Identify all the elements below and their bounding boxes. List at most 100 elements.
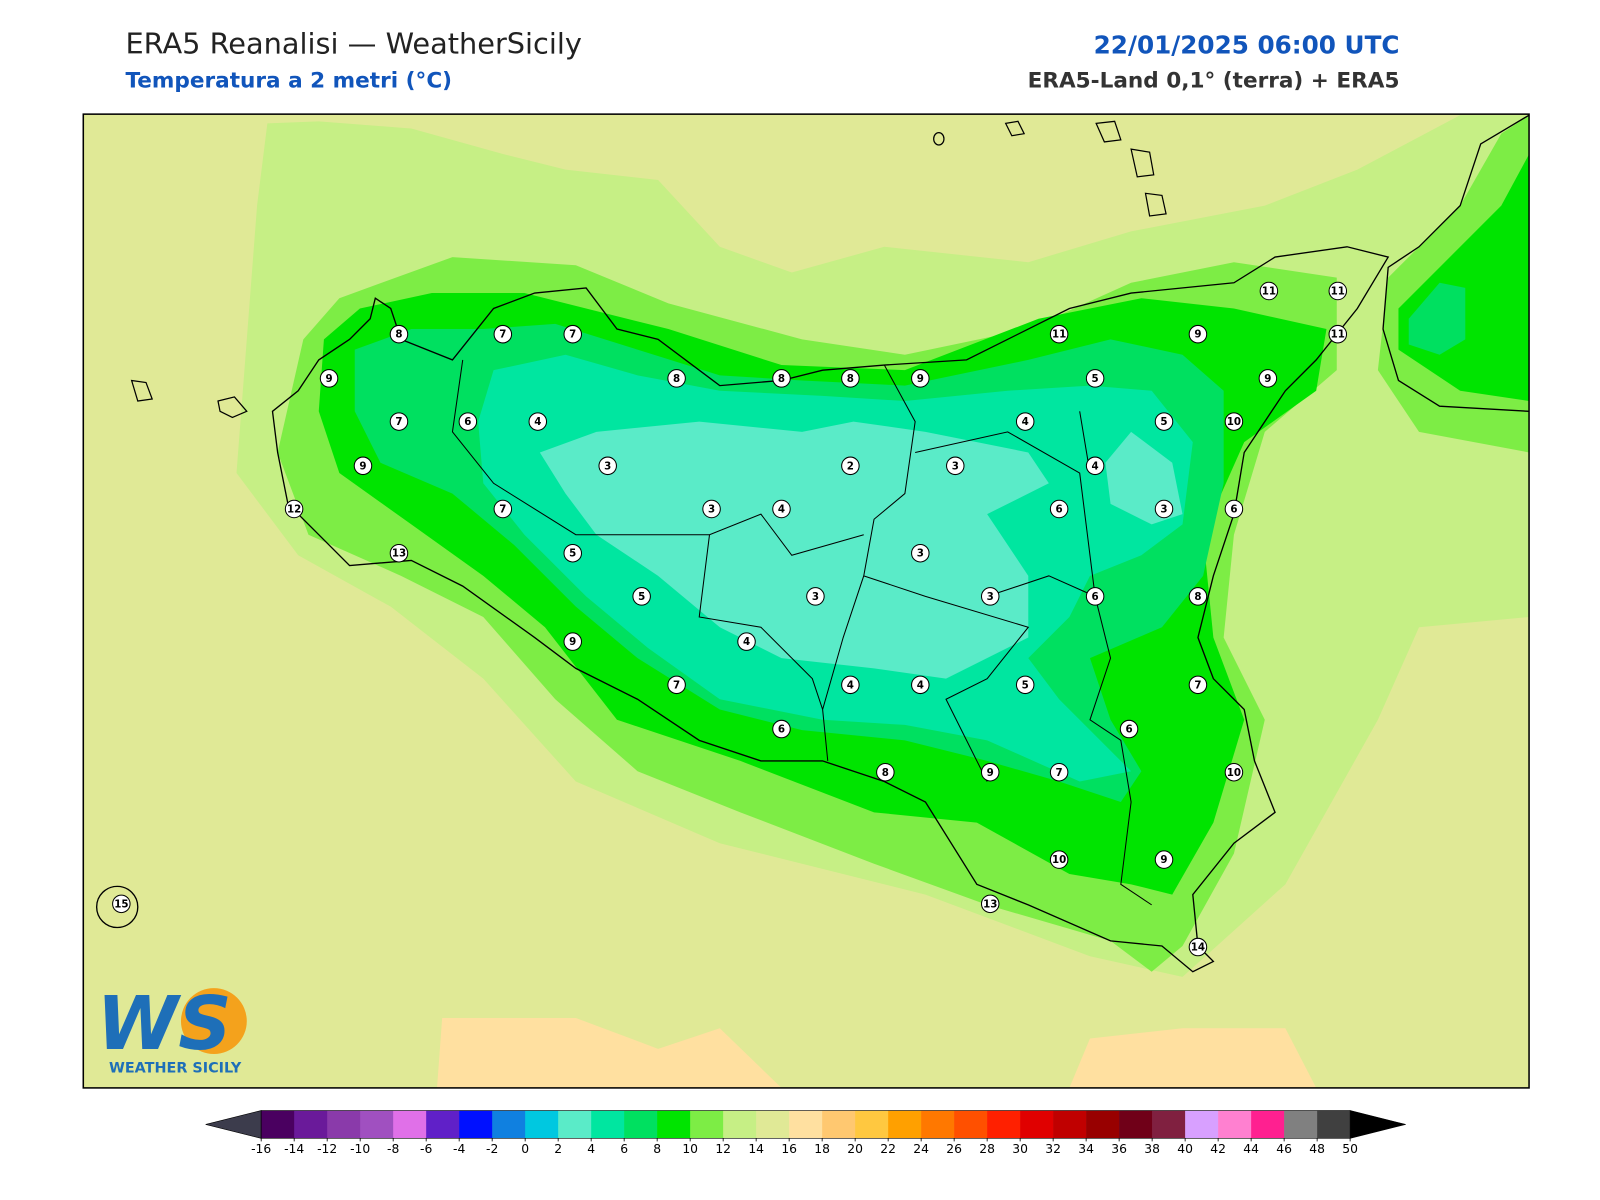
station-marker (528, 412, 548, 431)
colorbar-under (205, 1110, 262, 1139)
station: 8 (772, 369, 791, 388)
station: 11 (1049, 324, 1069, 344)
station-marker (493, 499, 513, 519)
station: 3 (598, 456, 617, 476)
station-value: 7 (499, 504, 506, 516)
station: 3 (911, 543, 930, 563)
colorbar-box (1251, 1110, 1285, 1139)
colorbar-box (756, 1110, 790, 1139)
colorbar-box (1218, 1110, 1252, 1139)
station-value: 4 (1022, 416, 1029, 428)
field-band (1408, 282, 1466, 355)
station-value: 11 (1331, 329, 1345, 341)
station: 3 (702, 499, 721, 519)
subtitle: Temperatura a 2 metri (°C) (125, 68, 452, 93)
station: 12 (284, 499, 304, 519)
station-marker (737, 632, 756, 651)
colorbar-box (393, 1110, 427, 1139)
station: 4 (528, 412, 548, 431)
colorbar-tick-label: 0 (521, 1142, 529, 1156)
colorbar-box (1284, 1110, 1318, 1139)
station: 4 (1015, 412, 1035, 431)
station-marker (946, 456, 965, 476)
colorbar-box (327, 1110, 361, 1139)
station-marker (980, 587, 1000, 606)
station-marker (667, 675, 686, 695)
colorbar-tick-label: 10 (682, 1142, 698, 1156)
colorbar-tick-label: 34 (1078, 1142, 1094, 1156)
colorbar-tick-label: -14 (284, 1142, 304, 1156)
station-marker (1015, 675, 1035, 695)
island (95, 885, 139, 929)
station-value: 7 (673, 679, 680, 691)
station-marker (702, 499, 721, 519)
station: 8 (876, 762, 895, 782)
station-value: 5 (1160, 416, 1167, 428)
station-value: 6 (1125, 724, 1132, 736)
station-marker (841, 675, 860, 695)
station-marker (563, 632, 583, 651)
colorbar-tick-label: 8 (653, 1142, 661, 1156)
island (933, 132, 945, 146)
station: 6 (1049, 499, 1069, 519)
colorbar-box (888, 1110, 922, 1139)
station-marker (563, 324, 583, 344)
colorbar-box (987, 1110, 1021, 1139)
station: 7 (493, 324, 513, 344)
station-marker (458, 412, 478, 431)
station: 4 (737, 632, 756, 651)
station-value: 7 (499, 329, 506, 341)
station: 9 (911, 369, 930, 388)
station-value: 9 (917, 373, 924, 385)
colorbar-tick-label: 44 (1243, 1142, 1259, 1156)
station-value: 9 (987, 767, 994, 779)
station-marker (493, 324, 513, 344)
station: 3 (1154, 499, 1174, 519)
field-band (1069, 1028, 1317, 1088)
colorbar-tick-label: 28 (979, 1142, 995, 1156)
station: 6 (1224, 499, 1244, 519)
station-marker (389, 543, 409, 563)
colorbar-tick-label: 24 (913, 1142, 929, 1156)
colorbar-box (426, 1110, 460, 1139)
station-marker (772, 499, 791, 519)
station-value: 6 (464, 416, 471, 428)
colorbar-tick-label: -16 (251, 1142, 271, 1156)
station-marker (772, 719, 791, 739)
colorbar-tick-label: 32 (1045, 1142, 1061, 1156)
station: 4 (772, 499, 791, 519)
stations: 8 7 7 9 8 8 8 9 11 9 11 11 11 9 5 7 6 4 4 5 10 9 3 2 3 4 12 7 3 4 6 3 6 1… (112, 281, 1348, 957)
station: 9 (319, 369, 339, 388)
station-marker (1188, 937, 1208, 957)
colorbar-box (261, 1110, 295, 1139)
station-marker (841, 369, 860, 388)
station-marker (1085, 369, 1105, 388)
colorbar-box (657, 1110, 691, 1139)
colorbar-box (690, 1110, 724, 1139)
station-marker (1119, 719, 1139, 739)
station-value: 9 (325, 373, 332, 385)
station-marker (911, 543, 930, 563)
colorbar-tick-label: 30 (1012, 1142, 1028, 1156)
station-marker (1188, 324, 1208, 344)
station-marker (1188, 587, 1208, 606)
source: ERA5-Land 0,1° (terra) + ERA5 (1028, 68, 1400, 93)
colorbar-box (1152, 1110, 1186, 1139)
station-value: 7 (569, 329, 576, 341)
station-marker (1188, 675, 1208, 695)
station-value: 6 (1092, 591, 1099, 603)
station-marker (911, 675, 930, 695)
station: 6 (1119, 719, 1139, 739)
colorbar-box (360, 1110, 394, 1139)
colorbar-tick-label: 2 (554, 1142, 562, 1156)
colorbar-tick-label: 42 (1210, 1142, 1226, 1156)
station: 14 (1188, 937, 1208, 957)
station-value: 3 (812, 591, 819, 603)
station: 5 (1154, 412, 1174, 431)
station: 3 (946, 456, 965, 476)
station-value: 3 (708, 504, 715, 516)
colorbar-box (1317, 1110, 1351, 1139)
station: 7 (1188, 675, 1208, 695)
colorbar-box (492, 1110, 526, 1139)
station-marker (1085, 456, 1105, 476)
